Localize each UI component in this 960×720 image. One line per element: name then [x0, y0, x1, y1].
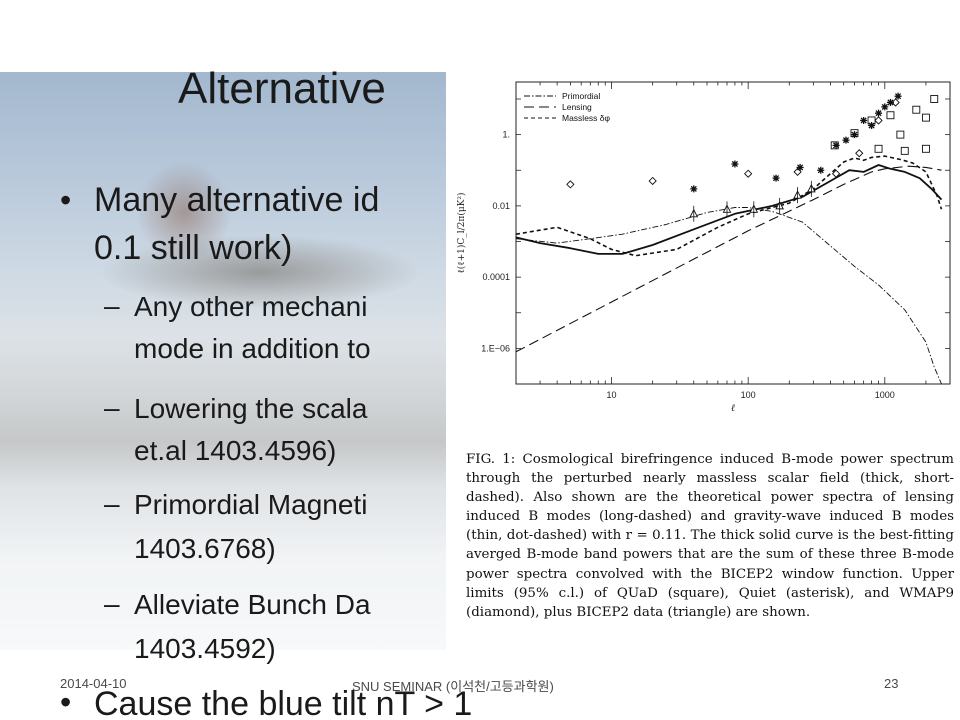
- legend-label: Primordial: [562, 91, 600, 101]
- asterisk-marker: [690, 185, 698, 193]
- aircraft-photo: [70, 140, 450, 380]
- footer-center: SNU SEMINAR (이석천/고등과학원): [352, 679, 554, 694]
- dash-marker: –: [104, 588, 120, 619]
- dash-marker: –: [104, 392, 120, 423]
- series-line-primordial: [515, 207, 942, 385]
- asterisk-marker: [868, 122, 876, 130]
- y-tick-label: 1.E−06: [481, 343, 510, 353]
- asterisk-marker: [875, 109, 883, 117]
- asterisk-marker: [817, 166, 825, 174]
- legend-label: Lensing: [562, 102, 592, 112]
- asterisk-marker: [850, 131, 858, 139]
- series-line-best-fit: [515, 164, 943, 255]
- square-marker: [912, 105, 921, 114]
- subbullet-3-line-1: Primordial Magneti: [134, 489, 368, 520]
- footer-page-number: 23: [884, 676, 899, 691]
- bullet-marker: •: [60, 182, 72, 218]
- figure-panel: 10 100 1000 1. 0.01 0.0001 1.E−06 ℓ ℓ(ℓ+1)C_l/2π…: [446, 72, 960, 650]
- legend-label: Massless δφ: [562, 113, 611, 123]
- slide-title: Alternative: [178, 64, 386, 113]
- figure-caption: FIG. 1: Cosmological birefringence induc…: [466, 452, 954, 620]
- diamond-marker: [744, 169, 753, 178]
- asterisk-marker: [731, 160, 739, 168]
- dash-marker: –: [104, 290, 120, 321]
- y-tick-label: 1.: [502, 130, 510, 140]
- subbullet-2-line-2: et.al 1403.4596): [134, 435, 337, 466]
- square-marker: [921, 113, 930, 122]
- subbullet-2-line-1: Lowering the scala: [134, 393, 368, 424]
- square-marker: [900, 146, 909, 155]
- square-marker: [921, 144, 930, 153]
- asterisk-marker: [860, 116, 868, 124]
- series-line-massless-: [515, 155, 943, 257]
- y-axis-label: ℓ(ℓ+1)C_l/2π(μK²): [456, 192, 467, 273]
- square-marker: [886, 111, 895, 120]
- subbullet-4-line-1: Alleviate Bunch Da: [134, 589, 371, 620]
- subbullet-1-line-2: mode in addition to: [134, 333, 371, 364]
- series-line-lensing: [515, 165, 942, 353]
- square-marker: [930, 95, 939, 103]
- asterisk-marker: [796, 163, 804, 171]
- square-marker: [874, 144, 883, 153]
- asterisk-marker: [886, 98, 894, 106]
- x-tick-label: 10: [607, 390, 617, 400]
- diamond-marker: [566, 180, 575, 189]
- subbullet-4-line-2: 1403.4592): [134, 633, 276, 664]
- asterisk-marker: [832, 141, 840, 149]
- x-axis-label: ℓ: [731, 403, 735, 414]
- y-tick-label: 0.01: [492, 201, 510, 211]
- bullet-2-line-1: Cause the blue tilt nT > 1: [94, 685, 473, 720]
- bullet-1-line-2: 0.1 still work): [94, 229, 293, 267]
- diamond-marker: [891, 98, 900, 107]
- x-tick-label: 1000: [875, 390, 895, 400]
- asterisk-marker: [842, 136, 850, 144]
- x-tick-label: 100: [741, 390, 756, 400]
- diamond-marker: [855, 149, 864, 158]
- y-tick-label: 0.0001: [482, 272, 510, 282]
- asterisk-marker: [881, 103, 889, 111]
- bullet-1-line-1: Many alternative id: [94, 181, 380, 219]
- dash-marker: –: [104, 488, 120, 519]
- footer-date: 2014-04-10: [60, 676, 127, 691]
- diamond-marker: [648, 176, 657, 186]
- plot-frame: [515, 81, 951, 385]
- diamond-marker: [874, 116, 883, 125]
- diamond-marker: [831, 169, 841, 178]
- subbullet-3-line-2: 1403.6768): [134, 533, 276, 564]
- square-marker: [896, 130, 905, 139]
- birefringence-chart: 10 100 1000 1. 0.01 0.0001 1.E−06 ℓ ℓ(ℓ+1)C_l/2π…: [446, 72, 960, 444]
- subbullet-1-line-1: Any other mechani: [134, 291, 368, 322]
- asterisk-marker: [894, 92, 902, 100]
- bullet-marker: •: [60, 684, 72, 720]
- asterisk-marker: [772, 174, 780, 182]
